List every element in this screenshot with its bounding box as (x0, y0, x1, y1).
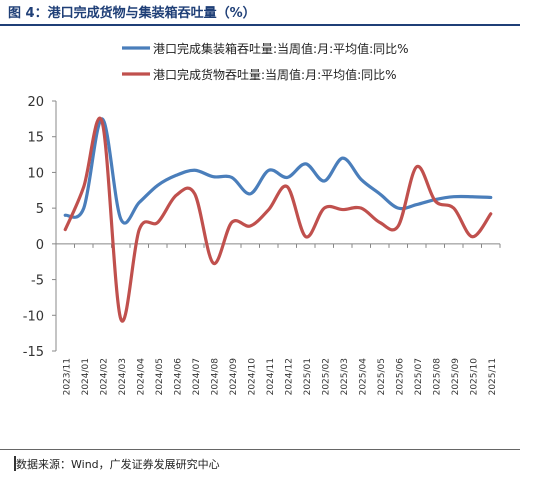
source-note: 数据来源：Wind，广发证券发展研究中心 (16, 458, 220, 471)
x-tick-label: 2025/04 (358, 358, 368, 396)
y-axis: 20 15 10 5 0 -5 -10 -15 (23, 95, 57, 360)
x-tick-label: 2025/06 (395, 358, 405, 396)
bottom-rule (0, 449, 520, 450)
x-tick-label: 2025/02 (321, 358, 331, 395)
series-line-2 (63, 116, 493, 323)
x-tick-label: 2024/10 (247, 358, 257, 396)
x-tick-label: 2024/06 (173, 358, 183, 396)
x-tick-label: 2025/11 (488, 358, 498, 395)
x-tick-label: 2024/07 (192, 358, 202, 395)
x-tick-label: 2024/09 (229, 358, 239, 396)
legend: 港口完成集装箱吞吐量:当周值:月:平均值:同比% 港口完成货物吞吐量:当周值:月:… (122, 41, 409, 82)
x-tick-label: 2024/05 (155, 358, 165, 395)
x-tick-label: 2025/10 (469, 358, 479, 396)
title-rule (0, 24, 520, 26)
y-tick-label: 5 (36, 202, 44, 217)
series-lines (63, 116, 493, 323)
y-tick-label: 0 (36, 238, 44, 253)
x-tick-label: 2025/09 (451, 358, 461, 396)
y-tick-label: -10 (23, 309, 44, 324)
series-line-1 (63, 117, 493, 225)
figure-title: 图 4：港口完成货物与集装箱吞吐量（%） (8, 6, 256, 21)
legend-label-2: 港口完成货物吞吐量:当周值:月:平均值:同比% (153, 67, 397, 82)
x-tick-label: 2024/04 (136, 358, 146, 396)
x-tick-label: 2023/11 (62, 358, 72, 395)
y-tick-label: -5 (31, 274, 44, 289)
x-tick-label: 2024/03 (118, 358, 128, 395)
x-tick-label: 2025/07 (414, 358, 424, 395)
x-tick-label: 2024/01 (81, 358, 91, 395)
x-tick-label: 2025/08 (432, 358, 442, 396)
x-tick-label: 2025/03 (340, 358, 350, 395)
y-tick-label: 10 (27, 166, 44, 181)
y-tick-label: -15 (23, 345, 44, 360)
source-marker (14, 456, 16, 471)
x-tick-label: 2024/12 (284, 358, 294, 395)
x-tick-label: 2024/11 (266, 358, 276, 395)
x-tick-label: 2024/02 (99, 358, 109, 395)
x-tick-label: 2025/01 (303, 358, 313, 395)
legend-label-1: 港口完成集装箱吞吐量:当周值:月:平均值:同比% (153, 41, 409, 56)
y-tick-label: 20 (27, 95, 44, 110)
x-axis: 2023/11 2024/01 2024/02 2024/03 2024/04 2024/… (55, 243, 501, 396)
x-tick-label: 2024/08 (210, 358, 220, 396)
y-tick-label: 15 (27, 131, 44, 146)
x-tick-label: 2025/05 (377, 358, 387, 395)
